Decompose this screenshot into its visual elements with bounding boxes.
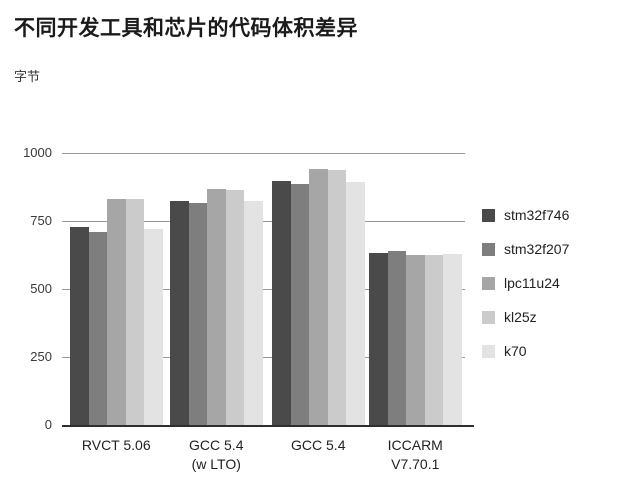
legend-swatch-icon: [482, 208, 495, 222]
bar-group-3: [272, 169, 365, 425]
bar-kl25z-group2: [225, 190, 244, 425]
y-tick-label-0: 0: [44, 417, 52, 432]
legend-item-lpc11u24: lpc11u24: [482, 275, 569, 291]
x-axis-line: [62, 425, 474, 427]
x-tick-label-line: V7.70.1: [391, 456, 440, 472]
legend: stm32f746 stm32f207 lpc11u24 kl25z k70: [482, 207, 570, 378]
legend-label: stm32f207: [504, 241, 570, 257]
bar-stm32f746-group1: [70, 227, 89, 425]
legend-label: stm32f746: [504, 207, 570, 223]
bar-group-2: [170, 189, 263, 425]
bar-group-4: [369, 250, 462, 425]
legend-swatch-icon: [482, 276, 495, 290]
bar-group-1: [70, 198, 163, 425]
bar-k70-group3: [346, 182, 365, 425]
gridline-500: [62, 289, 465, 290]
plot-area: 0 250 500 750 1000 RVCT 5.06 GCC 5.4 (w LTO) GCC…: [23, 145, 474, 472]
legend-swatch-icon: [482, 242, 495, 256]
bar-k70-group2: [244, 201, 263, 425]
bar-kl25z-group1: [125, 198, 144, 425]
bar-kl25z-group3: [327, 170, 346, 425]
bar-stm32f746-group4: [369, 253, 388, 425]
x-tick-label-2: GCC 5.4 (w LTO): [156, 436, 276, 474]
y-tick-label-750: 750: [30, 213, 52, 228]
y-tick-label-1000: 1000: [23, 145, 52, 160]
bar-k70-group1: [144, 228, 163, 425]
x-tick-label-line: ICCARM: [387, 437, 443, 453]
legend-label: kl25z: [504, 309, 537, 325]
x-tick-label-4: ICCARM V7.70.1: [355, 436, 475, 474]
gridline-250: [62, 357, 465, 358]
bar-stm32f207-group3: [290, 184, 309, 425]
x-tick-label-3: GCC 5.4: [258, 436, 378, 455]
x-tick-label-1: RVCT 5.06: [56, 436, 176, 455]
legend-label: k70: [504, 343, 527, 359]
bar-stm32f207-group1: [88, 231, 107, 425]
y-tick-label-500: 500: [30, 281, 52, 296]
x-tick-label-line: GCC 5.4: [189, 437, 244, 453]
legend-swatch-icon: [482, 344, 495, 358]
legend-item-stm32f746: stm32f746: [482, 207, 570, 223]
bar-stm32f207-group2: [188, 202, 207, 425]
y-tick-label-250: 250: [30, 349, 52, 364]
gridline-750: [62, 221, 465, 222]
legend-item-stm32f207: stm32f207: [482, 241, 570, 257]
bar-lpc11u24-group1: [107, 198, 126, 425]
gridline-1000: [62, 153, 465, 154]
bar-lpc11u24-group2: [207, 189, 226, 425]
bar-kl25z-group4: [424, 255, 443, 425]
bar-stm32f207-group4: [387, 250, 406, 425]
y-axis-unit-label: 字节: [14, 69, 41, 84]
legend-item-k70: k70: [482, 343, 569, 359]
legend-label: lpc11u24: [504, 275, 560, 291]
x-tick-label-line: GCC 5.4: [291, 437, 346, 453]
chart-title: 不同开发工具和芯片的代码体积差异: [14, 17, 358, 40]
bar-lpc11u24-group3: [309, 169, 328, 425]
legend-swatch-icon: [482, 310, 495, 324]
bar-k70-group4: [443, 253, 462, 425]
x-tick-label-line: RVCT 5.06: [81, 437, 151, 453]
legend-item-kl25z: kl25z: [482, 309, 569, 325]
bar-stm32f746-group2: [170, 200, 189, 425]
bar-stm32f746-group3: [272, 181, 291, 425]
bar-lpc11u24-group4: [406, 254, 425, 425]
x-tick-label-line: (w LTO): [191, 456, 241, 472]
